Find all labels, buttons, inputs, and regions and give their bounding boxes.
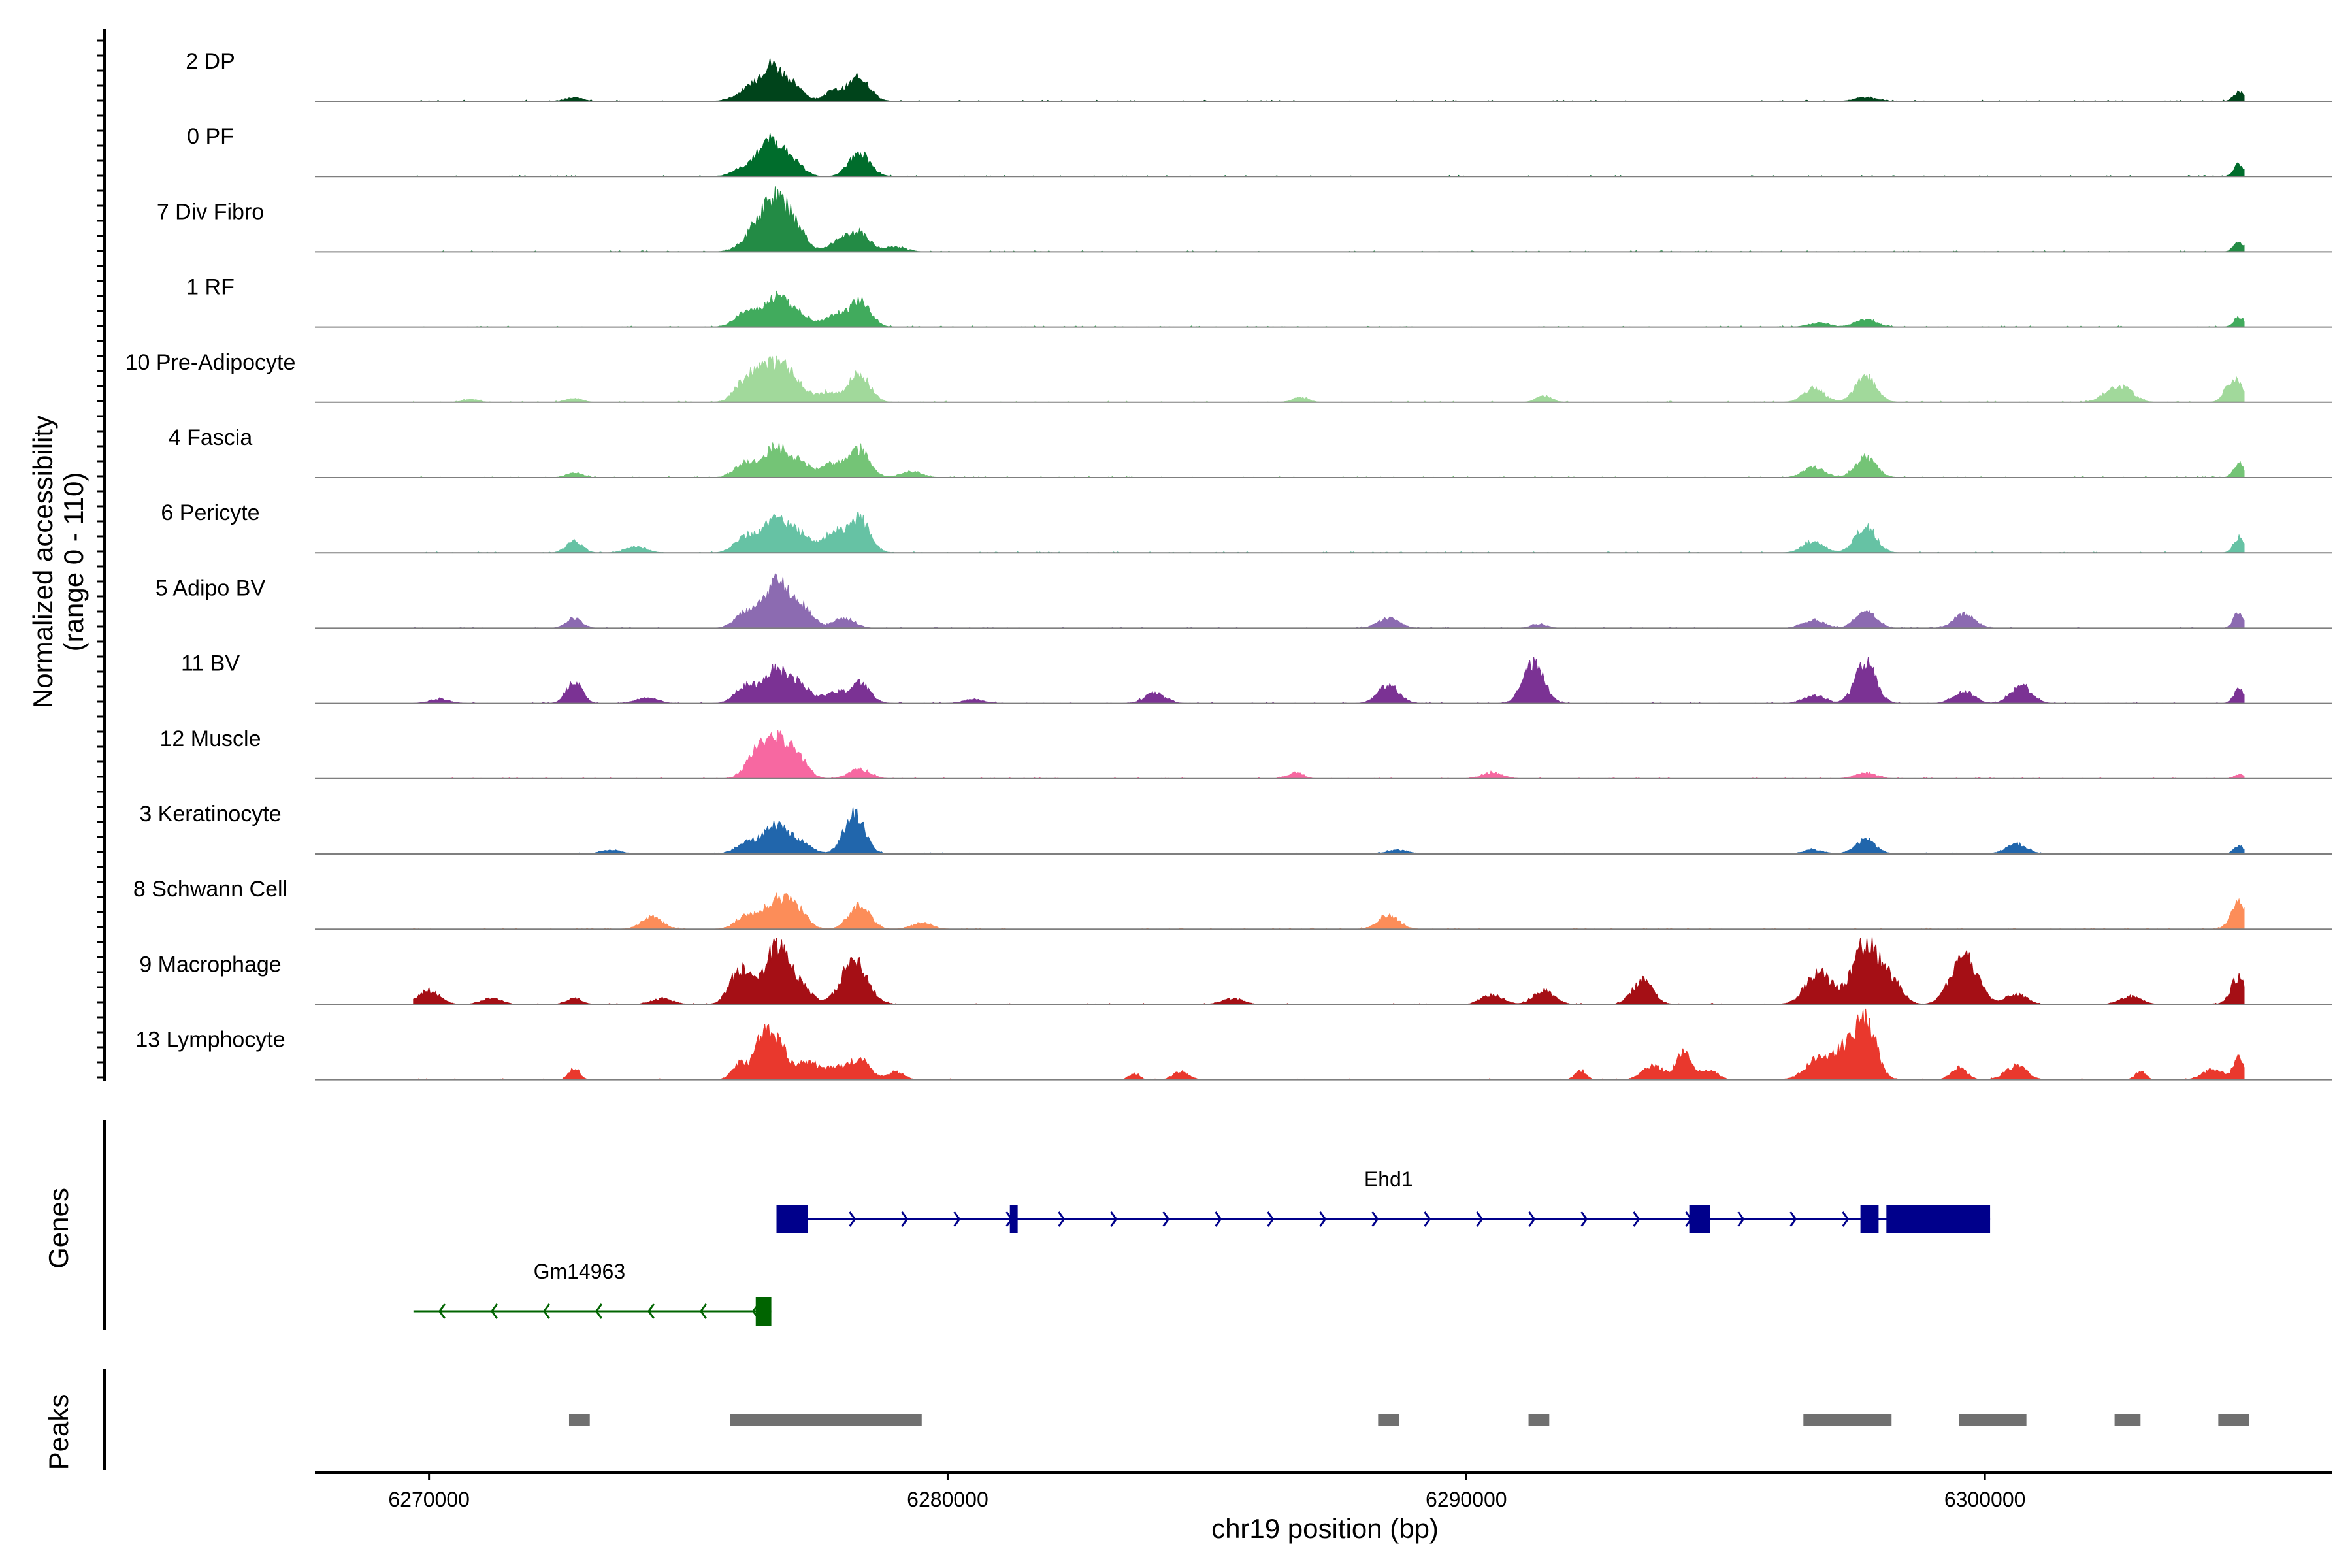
gene-label: Ehd1 xyxy=(1364,1168,1413,1191)
peak-region xyxy=(1803,1414,1892,1426)
coverage-area xyxy=(413,290,2245,328)
peak-region xyxy=(1959,1414,2027,1426)
coverage-area xyxy=(413,510,2245,553)
x-tick-label: 6300000 xyxy=(1944,1488,2026,1511)
track-label: 4 Fascia xyxy=(169,425,253,450)
coverage-area xyxy=(413,186,2245,253)
strand-arrow xyxy=(1319,1211,1327,1227)
coverage-area xyxy=(413,657,2245,704)
x-tick-label: 6280000 xyxy=(907,1488,988,1511)
gene-exon xyxy=(1009,1205,1018,1233)
peak-region xyxy=(568,1414,590,1426)
track-label: 0 PF xyxy=(187,124,234,149)
strand-arrow xyxy=(1528,1211,1536,1227)
track-6-pericyte: 6 Pericyte xyxy=(161,500,2332,554)
x-tick-label: 6290000 xyxy=(1426,1488,1507,1511)
coverage-area xyxy=(413,58,2245,102)
track-label: 2 DP xyxy=(186,49,235,74)
gene-gm14963: Gm14963 xyxy=(413,1260,772,1326)
genes-axis-label: Genes xyxy=(43,1188,74,1269)
strand-arrow xyxy=(542,1303,551,1319)
strand-arrow xyxy=(1267,1211,1275,1227)
strand-arrow xyxy=(438,1303,446,1319)
peak-region xyxy=(730,1414,922,1426)
track-9-macrophage: 9 Macrophage xyxy=(139,936,2332,1005)
track-label: 6 Pericyte xyxy=(161,500,259,525)
track-0-pf: 0 PF xyxy=(187,124,2332,178)
strand-arrow xyxy=(1580,1211,1588,1227)
peak-region xyxy=(2114,1414,2141,1426)
track-label: 8 Schwann Cell xyxy=(133,877,287,902)
track-label: 7 Div Fibro xyxy=(157,199,264,224)
coverage-area xyxy=(413,730,2245,779)
strand-arrow xyxy=(901,1211,909,1227)
track-7-div-fibro: 7 Div Fibro xyxy=(157,186,2332,253)
track-label: 10 Pre-Adipocyte xyxy=(125,350,296,375)
strand-arrow xyxy=(1058,1211,1066,1227)
strand-arrow xyxy=(595,1303,603,1319)
strand-arrow xyxy=(1737,1211,1745,1227)
track-label: 12 Muscle xyxy=(160,727,261,751)
gene-exon xyxy=(1689,1205,1710,1233)
y-axis-label-line2: (range 0 - 110) xyxy=(58,472,89,652)
track-label: 9 Macrophage xyxy=(139,952,281,977)
track-label: 3 Keratinocyte xyxy=(139,802,281,826)
coverage-area xyxy=(413,442,2245,478)
track-label: 13 Lymphocyte xyxy=(135,1028,285,1053)
strand-arrow xyxy=(1162,1211,1170,1227)
track-10-pre-adipocyte: 10 Pre-Adipocyte xyxy=(125,350,2332,403)
track-8-schwann-cell: 8 Schwann Cell xyxy=(133,877,2332,930)
coverage-area xyxy=(413,936,2245,1005)
x-tick-label: 6270000 xyxy=(388,1488,470,1511)
strand-arrow xyxy=(1789,1211,1797,1227)
track-label: 11 BV xyxy=(181,651,240,676)
x-axis: 6270000 6280000 6290000 6300000 xyxy=(315,1471,2332,1511)
peak-track xyxy=(568,1414,2249,1426)
strand-arrow xyxy=(490,1303,498,1319)
coverage-area xyxy=(413,133,2245,177)
track-13-lymphocyte: 13 Lymphocyte xyxy=(135,1008,2332,1081)
strand-arrow xyxy=(849,1211,857,1227)
strand-arrow xyxy=(1476,1211,1484,1227)
track-4-fascia: 4 Fascia xyxy=(169,425,2332,478)
coverage-area xyxy=(413,1008,2245,1081)
track-label: 5 Adipo BV xyxy=(155,576,266,600)
strand-arrow xyxy=(1215,1211,1222,1227)
peak-region xyxy=(1378,1414,1399,1426)
strand-arrow xyxy=(953,1211,961,1227)
gene-ehd1: Ehd1 xyxy=(776,1168,1991,1233)
strand-arrow xyxy=(1110,1211,1118,1227)
strand-arrow xyxy=(1424,1211,1431,1227)
track-11-bv: 11 BV xyxy=(181,651,2332,704)
coverage-area xyxy=(413,807,2245,855)
strand-arrow xyxy=(1371,1211,1379,1227)
strand-arrow xyxy=(1633,1211,1641,1227)
peaks-axis-label: Peaks xyxy=(43,1394,74,1471)
gene-exon xyxy=(1886,1205,1991,1233)
coverage-tracks: 2 DP 0 PF 7 Div Fibro 1 RF 10 Pre-Adipocyte 4… xyxy=(125,49,2332,1081)
gene-label: Gm14963 xyxy=(534,1260,626,1283)
coverage-area xyxy=(413,892,2245,930)
track-label: 1 RF xyxy=(186,275,235,300)
track-5-adipo-bv: 5 Adipo BV xyxy=(155,573,2332,629)
strand-arrow xyxy=(1842,1211,1850,1227)
peak-region xyxy=(1528,1414,1550,1426)
peak-region xyxy=(2218,1414,2249,1426)
coverage-area xyxy=(412,573,2245,629)
y-axis-label-line1: Normalized accessibility xyxy=(27,416,58,708)
track-3-keratinocyte: 3 Keratinocyte xyxy=(139,802,2332,855)
gene-exon xyxy=(755,1297,772,1326)
x-axis-title: chr19 position (bp) xyxy=(1211,1513,1439,1544)
strand-arrow xyxy=(699,1303,708,1319)
track-12-muscle: 12 Muscle xyxy=(160,727,2332,779)
track-1-rf: 1 RF xyxy=(186,275,2332,328)
strand-arrow xyxy=(647,1303,655,1319)
gene-exon xyxy=(776,1205,808,1233)
left-axes xyxy=(97,29,106,1470)
gene-exon xyxy=(1860,1205,1879,1233)
track-2-dp: 2 DP xyxy=(186,49,2332,102)
coverage-area xyxy=(413,355,2245,403)
gene-track: Ehd1 Gm14963 xyxy=(413,1168,1991,1326)
